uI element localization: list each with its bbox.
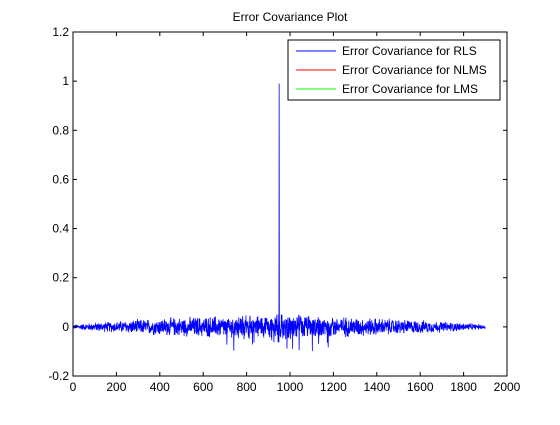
y-tick-label: 0.6 [52,172,69,186]
ticks-layer: 0 200 400 600 800 1000 1200 1400 1600 1800 2000 -0.… [48,25,520,394]
x-tick-label: 1000 [277,380,304,394]
y-tick-label: 0.4 [52,222,69,236]
chart-title: Error Covariance Plot [233,10,348,24]
y-tick-label: 0.8 [52,123,69,137]
legend-label-nlms: Error Covariance for NLMS [342,63,487,77]
x-tick-label: 400 [150,380,170,394]
series-layer [72,83,486,352]
y-tick-label: -0.2 [48,369,69,383]
x-tick-label: 1200 [320,380,347,394]
x-tick-label: 1600 [407,380,434,394]
series-line-rls [72,83,486,352]
y-tick-label: 0 [62,320,69,334]
x-tick-label: 0 [70,380,77,394]
legend: Error Covariance for RLS Error Covarianc… [287,39,501,101]
legend-label-lms: Error Covariance for LMS [342,82,478,96]
x-tick-label: 200 [106,380,126,394]
x-tick-label: 600 [193,380,213,394]
legend-box [287,39,501,101]
x-tick-label: 800 [237,380,257,394]
x-tick-label: 1800 [450,380,477,394]
y-tick-label: 1 [62,74,69,88]
x-tick-label: 1400 [363,380,390,394]
y-tick-label: 1.2 [52,25,69,39]
x-tick-label: 2000 [494,380,521,394]
y-tick-label: 0.2 [52,271,69,285]
legend-label-rls: Error Covariance for RLS [342,44,477,58]
